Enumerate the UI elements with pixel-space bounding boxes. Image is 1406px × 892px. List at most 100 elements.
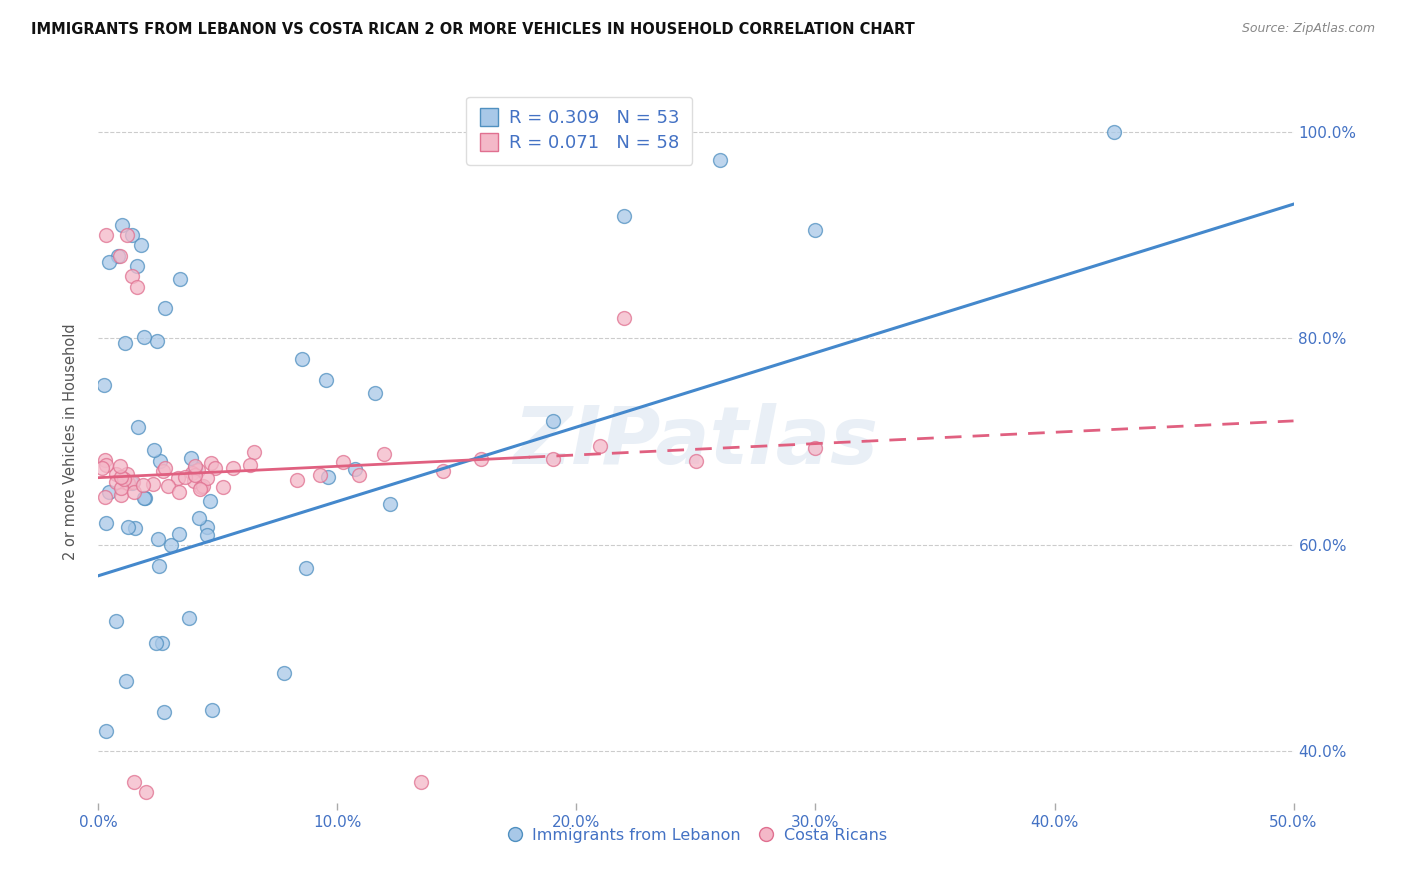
Point — [291, 352, 314, 367]
Point — [121, 269, 143, 284]
Point — [309, 468, 332, 483]
Point — [613, 209, 636, 223]
Point — [94, 458, 117, 472]
Point — [198, 494, 221, 508]
Point — [141, 476, 163, 491]
Point — [131, 238, 153, 252]
Text: IMMIGRANTS FROM LEBANON VS COSTA RICAN 2 OR MORE VEHICLES IN HOUSEHOLD CORRELATI: IMMIGRANTS FROM LEBANON VS COSTA RICAN 2… — [31, 22, 915, 37]
Point — [117, 475, 139, 490]
Point — [295, 560, 318, 574]
Point — [177, 611, 200, 625]
Point — [201, 703, 224, 717]
Point — [364, 385, 387, 400]
Point — [222, 460, 245, 475]
Point — [148, 454, 170, 468]
Point — [108, 458, 131, 473]
Point — [187, 511, 209, 525]
Point — [127, 420, 149, 434]
Point — [125, 279, 148, 293]
Point — [195, 528, 218, 542]
Point — [804, 223, 827, 237]
Text: ZIPatlas: ZIPatlas — [513, 402, 879, 481]
Point — [174, 469, 197, 483]
Point — [239, 458, 262, 473]
Point — [90, 460, 112, 475]
Text: Source: ZipAtlas.com: Source: ZipAtlas.com — [1241, 22, 1375, 36]
Point — [122, 475, 145, 489]
Point — [121, 475, 143, 490]
Point — [184, 468, 207, 483]
Point — [169, 272, 191, 286]
Point — [541, 414, 564, 428]
Point — [111, 218, 134, 232]
Point — [94, 490, 117, 504]
Point — [125, 259, 148, 273]
Point — [98, 254, 121, 268]
Point — [110, 481, 132, 495]
Point — [94, 723, 117, 738]
Point — [273, 666, 295, 681]
Point — [190, 480, 212, 494]
Point — [184, 460, 207, 475]
Point — [153, 706, 176, 720]
Point — [134, 491, 156, 505]
Point — [347, 467, 370, 482]
Point — [108, 249, 131, 263]
Point — [1104, 125, 1126, 139]
Point — [110, 488, 132, 502]
Point — [153, 460, 176, 475]
Point — [132, 478, 155, 492]
Point — [117, 520, 139, 534]
Legend: Immigrants from Lebanon, Costa Ricans: Immigrants from Lebanon, Costa Ricans — [499, 822, 893, 849]
Point — [152, 464, 174, 478]
Point — [110, 469, 132, 483]
Point — [94, 228, 117, 243]
Point — [145, 334, 167, 348]
Point — [132, 330, 155, 344]
Point — [167, 471, 190, 485]
Point — [316, 470, 339, 484]
Point — [315, 373, 337, 387]
Point — [112, 472, 135, 486]
Point — [804, 441, 827, 455]
Point — [200, 456, 222, 470]
Point — [115, 467, 138, 482]
Point — [181, 466, 204, 480]
Point — [541, 452, 564, 467]
Point — [97, 484, 120, 499]
Point — [373, 447, 395, 461]
Point — [187, 463, 209, 477]
Point — [378, 497, 401, 511]
Point — [195, 520, 218, 534]
Point — [107, 249, 129, 263]
Point — [188, 482, 211, 496]
Point — [115, 228, 138, 243]
Y-axis label: 2 or more Vehicles in Household: 2 or more Vehicles in Household — [63, 323, 77, 560]
Point — [121, 228, 143, 243]
Point — [204, 460, 226, 475]
Point — [142, 442, 165, 457]
Point — [153, 301, 176, 315]
Point — [93, 378, 115, 392]
Point — [184, 458, 207, 473]
Point — [432, 464, 454, 478]
Point — [709, 153, 731, 167]
Point — [104, 467, 127, 481]
Point — [134, 491, 156, 506]
Point — [285, 473, 308, 487]
Point — [589, 439, 612, 453]
Point — [150, 635, 173, 649]
Point — [122, 484, 145, 499]
Point — [212, 480, 235, 494]
Point — [157, 478, 180, 492]
Point — [470, 452, 492, 467]
Point — [411, 775, 433, 789]
Point — [195, 471, 218, 485]
Point — [114, 336, 136, 351]
Point — [114, 674, 136, 689]
Point — [124, 521, 146, 535]
Point — [105, 475, 128, 490]
Point — [135, 785, 157, 799]
Point — [332, 455, 354, 469]
Point — [343, 462, 366, 476]
